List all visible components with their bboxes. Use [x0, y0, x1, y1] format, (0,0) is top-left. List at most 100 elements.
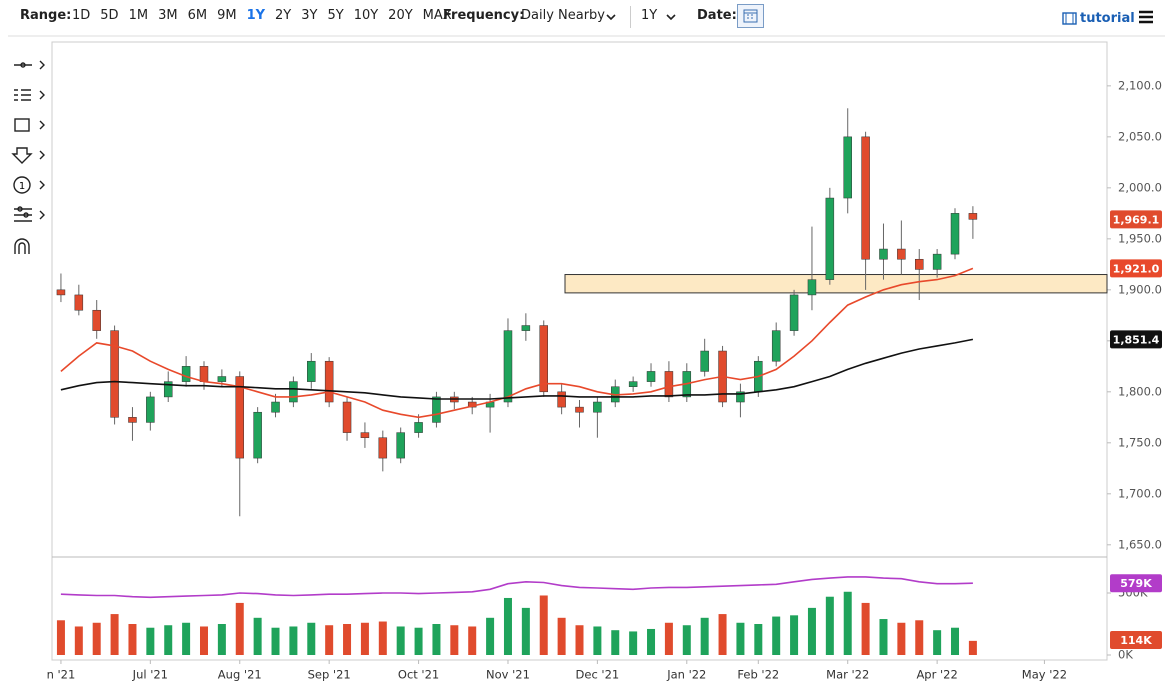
candle-body: [414, 422, 423, 433]
candle-body: [521, 325, 531, 331]
plot-frame: [51, 41, 1108, 661]
range-button[interactable]: 20Y: [388, 8, 413, 23]
volume-bar: [825, 596, 834, 655]
tutorial-link[interactable]: tutorial: [1080, 11, 1135, 26]
range-button[interactable]: 2Y: [275, 8, 292, 23]
candle-body: [74, 294, 84, 311]
price-badge: [1110, 631, 1162, 649]
candle-body: [950, 213, 960, 255]
x-tick-label: May '22: [1022, 668, 1067, 682]
volume-bar: [629, 631, 638, 655]
range-buttons: 1D 5D 1M 3M 6M 9M 1Y 2Y 3Y 5Y 10Y 20Y MAX: [72, 8, 452, 23]
volume-bar: [432, 624, 441, 655]
candle-body: [146, 396, 155, 423]
x-tick-label: Sep '21: [308, 668, 351, 682]
candle-body: [861, 136, 870, 260]
candle-body: [825, 197, 835, 280]
price-badge-label: 1,969.1: [1113, 213, 1160, 226]
volume-bar: [56, 620, 65, 655]
frequency-label: Frequency:: [443, 8, 525, 23]
candle-body: [897, 248, 906, 260]
moving-average: [60, 267, 974, 419]
range-button[interactable]: 1M: [128, 8, 149, 23]
x-tick-label: Aug '21: [218, 668, 262, 682]
frequency-select[interactable]: Daily Nearby: [521, 8, 606, 23]
volume-bar: [772, 616, 781, 655]
candle-body: [360, 432, 370, 438]
price-badge: [1110, 259, 1162, 278]
toolbar: Range: 1D 5D 1M 3M 6M 9M 1Y 2Y 3Y 5Y 10Y 20Y MAX Fre…: [0, 0, 1176, 36]
volume-bar: [843, 591, 852, 655]
range-button[interactable]: 10Y: [353, 8, 379, 23]
volume-bar: [182, 622, 191, 655]
price-badge-label: 1,921.0: [1113, 262, 1160, 275]
x-tick-label: Jul '21: [132, 668, 168, 682]
candle-body: [110, 330, 119, 418]
range-button[interactable]: 6M: [187, 8, 208, 23]
candle-body: [932, 253, 942, 270]
range-button[interactable]: 5D: [100, 8, 119, 23]
candle-body: [736, 391, 745, 403]
price-badge: [1110, 210, 1162, 229]
range-button[interactable]: 3Y: [301, 8, 318, 23]
volume-bar: [325, 625, 334, 655]
range-button[interactable]: 9M: [217, 8, 237, 23]
range-button[interactable]: 3M: [158, 8, 178, 23]
moving-average: [60, 338, 974, 400]
candle-body: [324, 360, 334, 403]
volume-bar: [235, 602, 244, 655]
volume-bar: [450, 625, 459, 655]
date-label: Date:: [697, 8, 737, 23]
volume-bar: [414, 627, 423, 655]
range-button[interactable]: 1Y: [246, 8, 266, 23]
open-interest-line: [60, 576, 973, 599]
volume-bar: [915, 620, 924, 655]
volume-bar: [754, 624, 763, 655]
range-button[interactable]: 5Y: [327, 8, 344, 23]
volume-bar: [539, 595, 548, 655]
price-badge-label: 114K: [1120, 634, 1152, 647]
calendar-button[interactable]: [737, 4, 764, 28]
tutorial-icon: [1062, 12, 1077, 25]
drawing-tools[interactable]: [11, 60, 45, 254]
volume-bar: [593, 626, 602, 655]
candle-body: [235, 376, 245, 459]
candle-body: [575, 406, 584, 413]
volume-bar: [700, 617, 709, 655]
candle-body: [503, 330, 513, 403]
volume-bar: [199, 626, 208, 655]
y-tick-label: 2,050.0: [1118, 129, 1162, 143]
candle-body: [378, 437, 388, 459]
y-tick-label: 1,650.0: [1118, 537, 1162, 551]
price-badge: [1110, 330, 1162, 349]
price-badge-label: 1,851.4: [1113, 333, 1160, 346]
candle-body: [253, 411, 262, 459]
volume-bar: [503, 597, 512, 655]
volume-bar: [611, 630, 620, 655]
y-tick-label: 1,700.0: [1118, 486, 1162, 500]
candle-body: [843, 136, 852, 199]
chevron: [666, 14, 676, 21]
range-button[interactable]: MAX: [422, 8, 452, 23]
volume-bar: [933, 630, 942, 655]
volume-bar: [682, 625, 691, 655]
y-tick-label: 2,100.0: [1118, 78, 1162, 92]
volume-bar: [647, 628, 656, 655]
candle-body: [771, 330, 781, 362]
x-tick-label: Feb '22: [737, 668, 779, 682]
period-select[interactable]: 1Y: [641, 8, 658, 23]
menu-button[interactable]: [1138, 10, 1154, 24]
volume-bar: [736, 622, 745, 655]
candle-body: [914, 258, 924, 270]
volume-bar: [128, 624, 137, 655]
volume-bar: [861, 602, 870, 655]
candle-body: [628, 381, 638, 387]
x-tick-label: Oct '21: [398, 668, 439, 682]
candle-body: [700, 350, 709, 372]
volume-bar: [396, 626, 405, 655]
candle-body: [664, 371, 674, 398]
candle-body: [128, 417, 137, 423]
range-button[interactable]: 1D: [72, 8, 91, 23]
volume-bar: [378, 621, 387, 655]
